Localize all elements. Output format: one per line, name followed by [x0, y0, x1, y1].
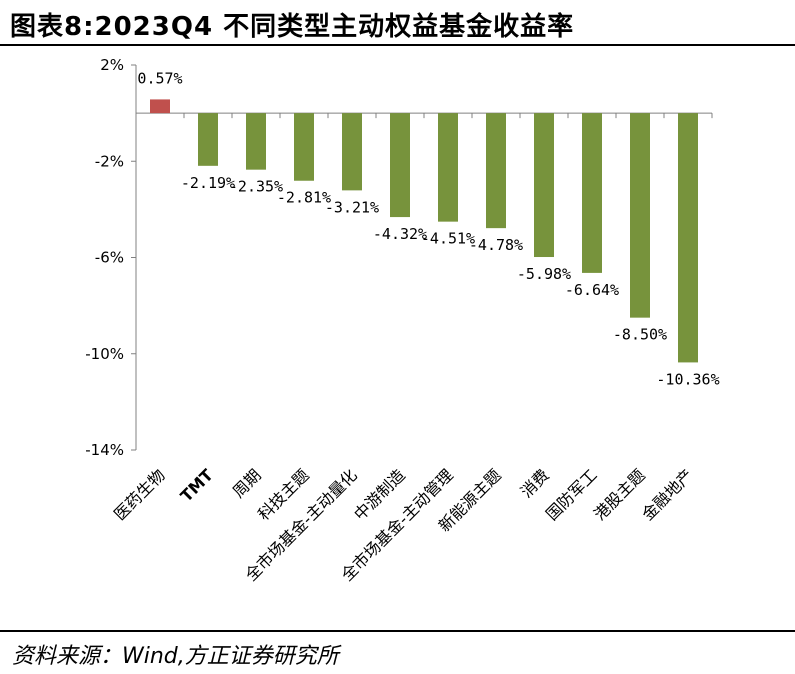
category-label: 国防军工: [542, 465, 601, 524]
category-label: 医药生物: [110, 465, 169, 524]
data-label: -8.50%: [613, 326, 667, 344]
category-labels: 医药生物 TMT 周期科技主题全市场基金-主动量化中游制造全市场基金-主动管理新能源…: [110, 465, 697, 584]
chart-title: 图表8:2023Q4 不同类型主动权益基金收益率: [10, 12, 575, 42]
title-rule: [0, 44, 795, 46]
data-label: -4.78%: [469, 236, 523, 254]
bar: [486, 113, 506, 229]
category-label: 消费: [517, 465, 553, 501]
bar: [582, 113, 602, 273]
data-label: -3.21%: [325, 198, 379, 216]
category-label: 金融地产: [638, 465, 697, 524]
category-label: TMT: [177, 465, 217, 505]
bar: [534, 113, 554, 258]
data-label: -2.35%: [229, 178, 283, 196]
data-label: 0.57%: [137, 69, 182, 87]
y-tick-label: 2%: [100, 56, 124, 74]
chart-axes: 2% -2% -6% -10% -14%: [85, 56, 713, 459]
bar-chart: 2% -2% -6% -10% -14% 0.57% -2.19%-2.35%-2.81%…: [85, 56, 719, 585]
source-note: 资料来源：Wind,方正证券研究所: [12, 644, 339, 669]
bar: [630, 113, 650, 318]
y-tick-label: -14%: [85, 441, 124, 459]
bar: [198, 113, 218, 166]
data-label: -4.51%: [421, 230, 475, 248]
bar: [150, 99, 170, 114]
bar: [438, 113, 458, 222]
data-label: -2.81%: [277, 189, 331, 207]
source-rule: [0, 630, 795, 632]
bar: [390, 113, 410, 218]
data-label: -6.64%: [565, 281, 619, 299]
bar: [678, 113, 698, 363]
data-label: -5.98%: [517, 265, 571, 283]
bar: [246, 113, 266, 170]
y-tick-label: -10%: [85, 345, 124, 363]
y-tick-label: -2%: [95, 152, 124, 170]
category-label: 周期: [229, 465, 265, 501]
category-label: 港股主题: [590, 465, 649, 524]
data-label: -4.32%: [373, 225, 427, 243]
data-label: -10.36%: [656, 370, 719, 388]
y-tick-label: -6%: [95, 249, 124, 267]
bar: [294, 113, 314, 181]
bar: [342, 113, 362, 191]
data-labels: 0.57% -2.19%-2.35%-2.81%-3.21% -4.32%-4.51…: [137, 69, 719, 388]
data-label: -2.19%: [181, 174, 235, 192]
chart-bars: [150, 99, 698, 363]
